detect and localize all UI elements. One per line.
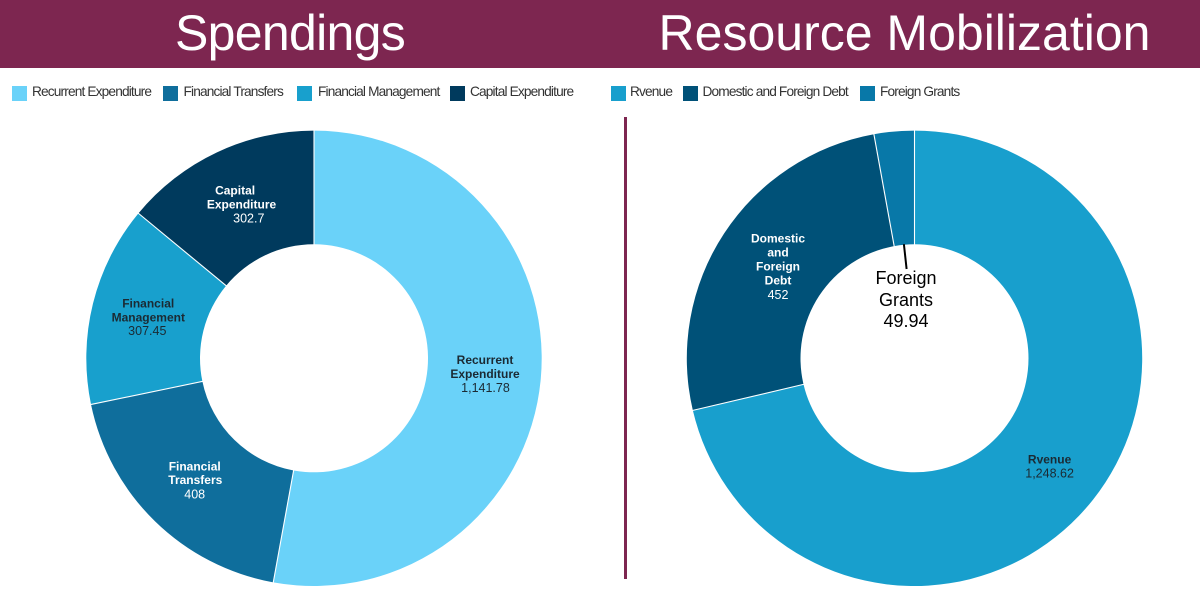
svg-text:Management: Management — [112, 310, 185, 324]
svg-text:1,248.62: 1,248.62 — [1025, 466, 1074, 480]
svg-text:Grants: Grants — [879, 290, 933, 310]
svg-text:1,141.78: 1,141.78 — [461, 381, 510, 395]
svg-text:Expenditure: Expenditure — [450, 367, 520, 381]
svg-text:Recurrent: Recurrent — [457, 353, 514, 367]
svg-text:49.94: 49.94 — [883, 311, 928, 331]
svg-text:and: and — [767, 246, 788, 260]
svg-text:Capital: Capital — [215, 183, 255, 197]
svg-text:452: 452 — [768, 288, 789, 302]
svg-text:Foreign: Foreign — [875, 268, 936, 288]
svg-text:Rvenue: Rvenue — [1028, 453, 1072, 467]
svg-text:Domestic: Domestic — [751, 232, 805, 246]
svg-text:408: 408 — [184, 487, 205, 501]
svg-text:302.7: 302.7 — [233, 211, 264, 225]
svg-text:Expenditure: Expenditure — [207, 198, 277, 212]
svg-text:Financial: Financial — [122, 297, 174, 311]
svg-text:Debt: Debt — [765, 274, 792, 288]
svg-text:Financial: Financial — [169, 460, 221, 474]
svg-text:307.45: 307.45 — [128, 324, 166, 338]
svg-text:Transfers: Transfers — [168, 473, 222, 487]
svg-text:Foreign: Foreign — [756, 260, 800, 274]
